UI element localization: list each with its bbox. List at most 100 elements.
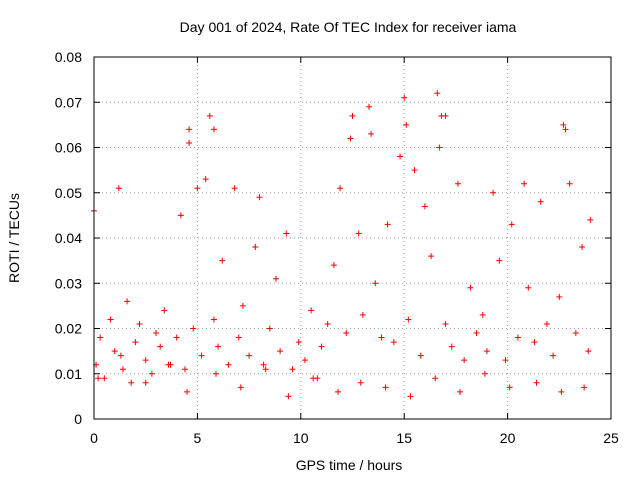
data-point [357,379,364,386]
data-point [558,388,565,395]
data-point [337,185,344,192]
data-point [260,361,267,368]
data-point [587,216,594,223]
data-point [256,194,263,201]
y-tick-label: 0.05 [55,185,82,201]
data-points [91,90,594,400]
data-point [190,325,197,332]
data-point [194,185,201,192]
data-point [473,330,480,337]
grid-lines [94,57,611,419]
data-point [525,284,532,291]
data-point [237,384,244,391]
data-point [572,330,579,337]
data-point [382,384,389,391]
data-point [411,167,418,174]
x-tick-label: 0 [90,430,98,446]
data-point [231,185,238,192]
data-point [521,180,528,187]
data-point [421,203,428,210]
data-point [202,176,209,183]
data-point [132,339,139,346]
data-point [533,379,540,386]
y-tick-label: 0.07 [55,94,82,110]
data-point [277,348,284,355]
y-tick-label: 0.01 [55,366,82,382]
x-tick-labels: 0 5 10 15 20 25 [90,430,619,446]
data-point [359,311,366,318]
data-point [585,348,592,355]
data-point [490,189,497,196]
data-point [481,370,488,377]
chart-title: Day 001 of 2024, Rate Of TEC Index for r… [180,19,517,35]
data-point [119,366,126,373]
data-point [479,311,486,318]
data-point [543,320,550,327]
data-point [107,316,114,323]
data-point [186,126,193,133]
data-point [117,352,124,359]
data-point [483,348,490,355]
data-point [210,126,217,133]
data-point [142,379,149,386]
data-point [324,320,331,327]
data-point [142,357,149,364]
data-point [285,393,292,400]
data-point [289,366,296,373]
data-point [235,334,242,341]
data-point [124,298,131,305]
x-tick-label: 10 [293,430,309,446]
y-tick-label: 0.08 [55,49,82,65]
data-point [330,262,337,269]
data-point [136,320,143,327]
data-point [310,375,317,382]
y-axis-label: ROTI / TECUs [6,193,22,283]
x-tick-label: 20 [500,430,516,446]
data-point [266,325,273,332]
y-tick-label: 0.06 [55,140,82,156]
data-point [368,130,375,137]
data-point [349,112,356,119]
data-point [213,370,220,377]
data-point [272,275,279,282]
data-point [457,388,464,395]
data-point [111,348,118,355]
data-point [461,357,468,364]
data-point [579,244,586,251]
data-point [308,307,315,314]
data-point [252,244,259,251]
data-point [181,366,188,373]
data-point [219,257,226,264]
data-point [502,357,509,364]
data-point [148,370,155,377]
data-point [239,302,246,309]
data-point [366,103,373,110]
data-point [153,330,160,337]
data-point [442,112,449,119]
data-point [184,388,191,395]
data-point [508,221,515,228]
y-tick-label: 0.03 [55,275,82,291]
data-point [560,121,567,128]
data-point [157,343,164,350]
data-point [403,121,410,128]
data-point [177,212,184,219]
data-point [417,352,424,359]
data-point [115,185,122,192]
data-point [165,361,172,368]
x-axis-label: GPS time / hours [296,457,403,473]
data-point [434,90,441,97]
data-point [405,316,412,323]
data-point [225,361,232,368]
data-point [562,126,569,133]
y-tick-label: 0 [74,411,82,427]
data-point [531,339,538,346]
data-point [97,334,104,341]
data-point [537,198,544,205]
x-tick-label: 15 [396,430,412,446]
data-point [215,343,222,350]
axis-ticks [93,56,612,420]
data-point [566,180,573,187]
data-point [514,334,521,341]
x-tick-label: 25 [603,430,619,446]
